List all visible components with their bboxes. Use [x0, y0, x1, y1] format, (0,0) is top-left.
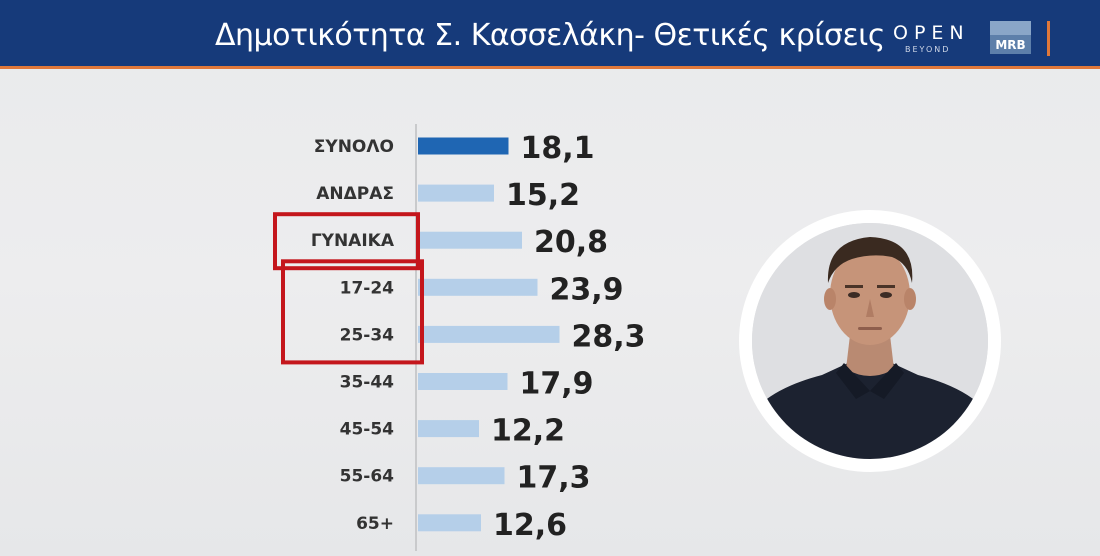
bar: [418, 467, 505, 485]
highlight-box: [281, 259, 424, 365]
category-label: 35-44: [340, 373, 395, 393]
bar: [418, 373, 508, 390]
value-label: 12,6: [493, 508, 567, 543]
highlight-box: [273, 212, 420, 271]
chart-title: Δημοτικότητα Σ. Κασσελάκη- Θετικές κρίσε…: [215, 18, 885, 53]
value-label: 17,9: [520, 367, 594, 402]
value-label: 12,2: [491, 414, 565, 449]
category-label: ΓΥΝΑΙΚΑ: [311, 231, 395, 251]
bar: [418, 420, 479, 438]
category-label: 17-24: [340, 278, 395, 298]
header-bar: Δημοτικότητα Σ. Κασσελάκη- Θετικές κρίσε…: [0, 0, 1100, 69]
header-divider: [1047, 21, 1050, 56]
bar: [418, 325, 560, 343]
bar: [418, 137, 509, 155]
value-label: 17,3: [517, 461, 591, 496]
category-label: ΑΝΔΡΑΣ: [316, 184, 394, 204]
open-logo: OPEN: [893, 22, 970, 44]
category-label: 25-34: [340, 325, 395, 345]
value-label: 15,2: [506, 178, 580, 213]
open-logo-tagline: BEYOND: [905, 45, 951, 54]
value-label: 18,1: [521, 131, 595, 166]
value-label: 28,3: [572, 319, 646, 354]
category-label: 45-54: [340, 420, 395, 440]
bar: [418, 184, 494, 202]
category-label: ΣΥΝΟΛΟ: [314, 137, 394, 157]
category-label: 55-64: [340, 467, 395, 487]
bar: [418, 231, 522, 249]
value-label: 20,8: [534, 225, 608, 260]
mrb-logo: MRB: [990, 21, 1031, 54]
bar: [418, 514, 481, 532]
bar-chart: ΣΥΝΟΛΟ 18,1 ΑΝΔΡΑΣ 15,2 ΓΥΝΑΙΚΑ 20,8 17-24 23,9…: [273, 124, 646, 551]
person-portrait-icon: [752, 223, 988, 459]
category-label: 65+: [356, 514, 394, 534]
value-label: 23,9: [550, 272, 624, 307]
bar: [418, 278, 538, 296]
